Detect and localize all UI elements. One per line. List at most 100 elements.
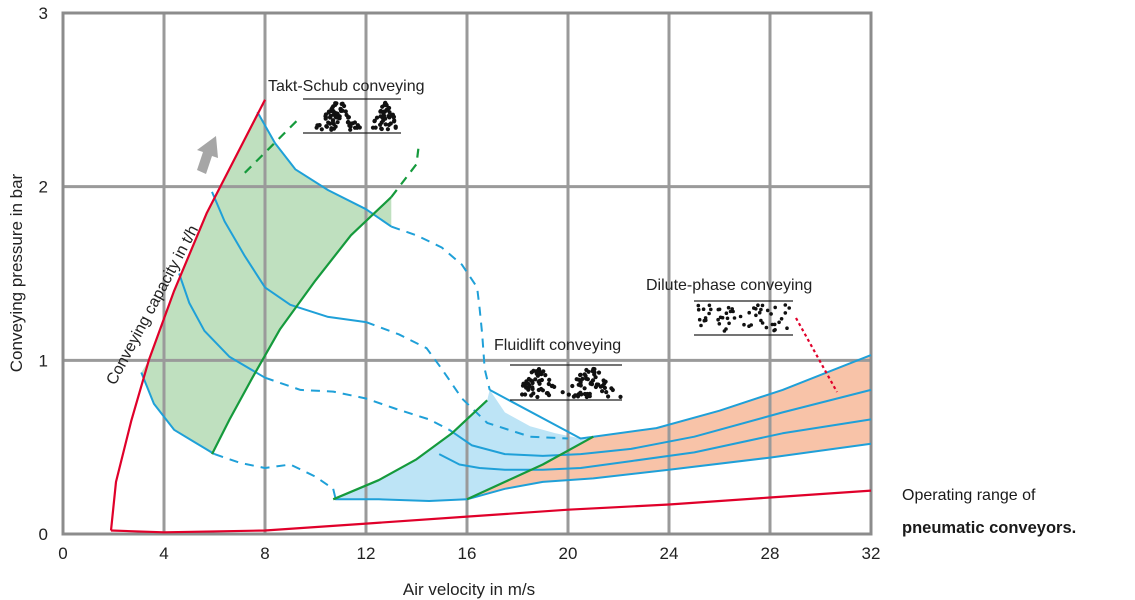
blue-curve-6 — [264, 376, 450, 431]
dilute-phase-particle — [759, 318, 763, 323]
dilute-phase-particle — [701, 307, 706, 312]
dilute-phase-particle — [747, 324, 751, 329]
dilute-phase-particle — [773, 328, 777, 332]
fluidlift-particle — [593, 384, 599, 390]
dilute-phase-particle — [742, 322, 746, 327]
dilute-phase-particle — [765, 308, 770, 313]
takt-schub-particle — [392, 119, 397, 124]
fluidlift-particle — [584, 392, 590, 397]
fluidlift-particle — [580, 376, 585, 381]
fluidlift-particle — [585, 377, 591, 382]
x-tick-label: 4 — [159, 544, 168, 563]
blue-curve-9 — [214, 453, 334, 490]
fluidlift-particle — [529, 370, 534, 375]
annotation-fluidlift: Fluidlift conveying — [494, 337, 621, 354]
x-tick-label: 32 — [862, 544, 881, 563]
fluidlift-particle — [578, 372, 583, 377]
x-tick-label: 16 — [458, 544, 477, 563]
fluidlift-particle — [543, 373, 548, 378]
y-axis-label: Conveying pressure in bar — [7, 173, 26, 372]
fluidlift-particle — [589, 382, 595, 387]
takt-schub-particle — [348, 121, 353, 126]
dilute-phase-particle — [772, 322, 777, 327]
dilute-phase-particle — [717, 307, 722, 312]
green-curve-4 — [466, 435, 594, 501]
fluidlift-particle — [618, 394, 623, 399]
fluidlift-particle — [583, 373, 588, 379]
takt-schub-particle — [331, 121, 336, 127]
blue-curve-12 — [466, 442, 872, 501]
dilute-phase-particle — [756, 303, 760, 308]
y-tick-label: 1 — [39, 351, 48, 370]
blue-curve-4 — [365, 321, 569, 440]
takt-schub-particle — [324, 124, 329, 129]
blue-curve-5 — [178, 273, 266, 379]
takt-schub-particle — [315, 123, 320, 128]
dilute-phase-particle — [769, 312, 773, 316]
dilute-phase-particle — [783, 311, 788, 315]
fluidlift-particle — [586, 369, 591, 374]
blue-curve-1 — [256, 111, 392, 228]
y-tick-label: 2 — [39, 178, 48, 197]
green-curve-1 — [211, 196, 393, 455]
fluidlift-particle — [552, 384, 557, 389]
dilute-phase-particle — [759, 307, 763, 312]
takt-schub-particle — [348, 127, 353, 132]
dilute-phase-particle — [726, 305, 731, 310]
takt-schub-particle — [343, 109, 348, 114]
capacity-arrow-icon — [197, 136, 218, 174]
dilute-phase-particle — [787, 306, 791, 310]
grid — [61, 11, 873, 536]
dilute-phase-particle — [732, 316, 737, 320]
x-tick-label: 20 — [559, 544, 578, 563]
dilute-phase-particle — [777, 320, 781, 325]
x-tick-label: 0 — [58, 544, 67, 563]
fill-region-blue — [333, 389, 594, 501]
takt-schub-particle — [385, 127, 390, 132]
dilute-phase-particle — [785, 326, 789, 331]
takt-schub-particle — [330, 105, 335, 110]
fluidlift-particle — [578, 383, 583, 388]
fluidlift-particle — [610, 387, 615, 393]
dilute-phase-particle — [724, 327, 728, 331]
fluidlift-particle — [520, 392, 525, 397]
annotation-dilute-phase: Dilute-phase conveying — [646, 277, 812, 294]
x-axis-label: Air velocity in m/s — [403, 580, 535, 599]
fluidlift-particle — [600, 389, 605, 394]
green-curve-3 — [332, 399, 488, 501]
takt-schub-particle — [339, 101, 344, 107]
x-tick-label: 12 — [357, 544, 376, 563]
fluidlift-particle — [582, 386, 587, 391]
fluidlift-particle — [546, 381, 551, 387]
fluidlift-particle — [535, 394, 540, 400]
fluidlift-particle — [521, 381, 526, 386]
fluidlift-particle — [539, 377, 545, 383]
fluidlift-particle — [590, 368, 595, 373]
fluidlift-particle — [526, 387, 531, 392]
fluidlift-particle — [596, 370, 602, 375]
takt-schub-particle — [383, 102, 388, 108]
blue-curve-3 — [211, 191, 367, 324]
fluidlift-particle — [560, 390, 565, 395]
dilute-phase-particle — [699, 323, 703, 328]
blue-curve-8 — [140, 372, 216, 455]
x-tick-label: 24 — [660, 544, 679, 563]
fluidlift-particle — [547, 377, 552, 382]
takt-schub-particle — [339, 108, 344, 113]
dilute-phase-particle — [773, 305, 777, 310]
fluidlift-particle — [544, 391, 550, 396]
dilute-phase-particle — [717, 322, 722, 326]
takt-schub-particle — [374, 115, 380, 120]
takt-schub-particle — [335, 120, 340, 125]
dilute-phase-particle — [696, 307, 701, 312]
fluidlift-particle — [566, 392, 571, 397]
fluidlift-particle — [536, 387, 541, 393]
takt-schub-particle — [344, 112, 349, 118]
x-tick-label: 28 — [761, 544, 780, 563]
fluidlift-particle — [529, 393, 534, 398]
dilute-phase-particle — [696, 303, 701, 308]
takt-schub-particle — [328, 114, 333, 119]
takt-schub-particle — [381, 111, 386, 116]
takt-schub-particle — [379, 126, 384, 132]
